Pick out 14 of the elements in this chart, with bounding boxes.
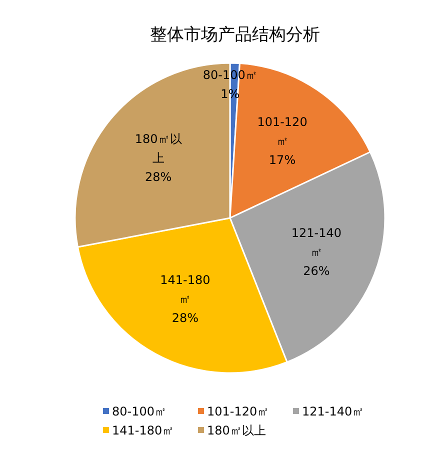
legend-label: 101-120㎡ [207,404,270,418]
data-label: 26% [302,262,331,280]
legend-label: 141-180㎡ [112,423,174,438]
data-label: 28% [144,169,173,186]
slice-label: 101-120㎡ [256,114,308,150]
legend-label: 121-140㎡ [302,404,364,418]
chart-title: 整体市场产品结构分析 [150,25,320,45]
legend-label: 180㎡以上 [207,423,266,438]
legend-label: 80-100㎡ [112,404,167,418]
data-label: 17% [268,152,297,169]
slice-label: 121-140㎡ [290,224,342,261]
slice-label: 141-180㎡ [159,272,212,308]
slice-label: 180㎡以上 [134,131,183,168]
data-label: 28% [170,310,200,327]
